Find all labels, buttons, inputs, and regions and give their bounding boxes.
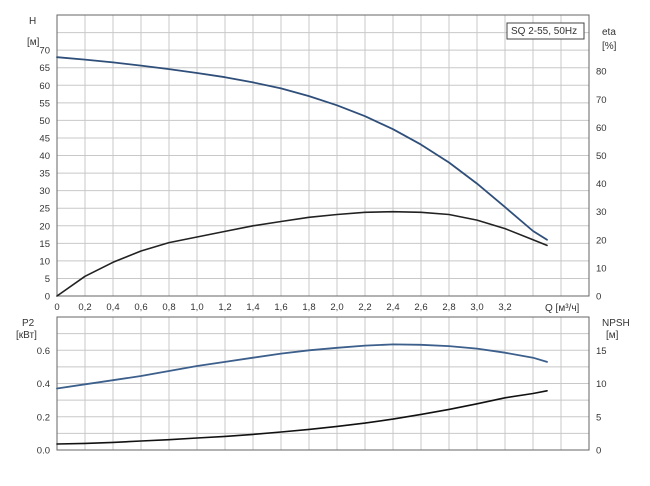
top-right-tick-label: 40 [596,179,607,190]
bottom-left-axis-title: P2 [22,318,35,329]
bottom-left-tick-label: 0.4 [37,379,50,390]
legend-box [506,22,585,40]
top-right-tick-label: 0 [596,292,601,303]
x-tick-label: 0,2 [78,302,91,313]
x-tick-label: 1,6 [274,302,287,313]
bottom-left-tick-label: 0.2 [37,412,50,423]
x-axis-title: Q [м³/ч] [545,303,580,314]
top-left-tick-label: 35 [39,169,50,180]
top-left-tick-label: 70 [39,46,50,57]
bottom-panel-frame [56,316,590,451]
top-left-tick-label: 65 [39,63,50,74]
bottom-panel-grid [57,317,589,450]
x-tick-label: 2,2 [358,302,371,313]
top-left-tick-label: 20 [39,221,50,232]
bottom-right-tick-label: 0 [596,446,601,457]
bottom-right-axis-unit: [м] [606,330,619,341]
top-left-tick-label: 15 [39,239,50,250]
x-tick-label: 3,0 [470,302,483,313]
top-left-axis-unit: [м] [27,37,40,48]
top-left-tick-label: 10 [39,256,50,267]
x-tick-label: 1,0 [190,302,203,313]
bottom-series-left-axis-line [56,343,548,390]
top-left-tick-label: 0 [45,292,50,303]
bottom-right-tick-labels: 0 5 10 15 [596,346,607,457]
bottom-right-tick-label: 5 [596,412,601,423]
bottom-right-tick-label: 15 [596,346,607,357]
top-x-tick-labels: 0 0,2 0,4 0,6 0,8 1,0 1,2 1,4 1,6 1,8 2,0 2,2 2,4 2,6… [54,302,511,313]
x-tick-label: 1,8 [302,302,315,313]
x-tick-label: 0,4 [106,302,119,313]
bottom-series-right-axis-line [56,389,548,445]
top-left-tick-labels: 0 5 10 15 20 25 30 35 40 45 50 55 60 65 70 [39,46,50,303]
top-left-tick-label: 25 [39,204,50,215]
x-tick-label: 3,2 [498,302,511,313]
bottom-left-tick-label: 0.6 [37,346,50,357]
bottom-panel-series [56,343,548,445]
top-right-tick-label: 80 [596,67,607,78]
bottom-right-tick-label: 10 [596,379,607,390]
top-right-axis-unit: [%] [602,41,617,52]
bottom-left-tick-labels: 0.0 0.2 0.4 0.6 [37,346,50,457]
legend-label: SQ 2-55, 50Hz [511,26,577,37]
top-right-tick-label: 50 [596,151,607,162]
top-left-tick-label: 40 [39,151,50,162]
top-left-axis-title: H [29,16,36,27]
bottom-left-axis-unit: [кВт] [16,330,37,341]
top-left-tick-label: 55 [39,98,50,109]
top-right-tick-label: 20 [596,235,607,246]
top-left-tick-label: 30 [39,186,50,197]
x-tick-label: 1,4 [246,302,259,313]
x-tick-label: 2,0 [330,302,343,313]
top-right-tick-label: 70 [596,95,607,106]
top-right-tick-label: 30 [596,207,607,218]
top-panel-frame [56,14,590,297]
top-right-axis-title: eta [602,27,616,38]
bottom-left-tick-label: 0.0 [37,446,50,457]
x-tick-label: 0,6 [134,302,147,313]
top-left-tick-label: 5 [45,274,50,285]
top-series-left-axis-line [56,56,548,241]
top-right-tick-label: 60 [596,123,607,134]
x-tick-label: 0 [54,302,59,313]
x-tick-label: 2,6 [414,302,427,313]
top-left-tick-label: 45 [39,133,50,144]
x-tick-label: 2,4 [386,302,399,313]
x-tick-label: 1,2 [218,302,231,313]
top-right-tick-label: 10 [596,263,607,274]
top-series-right-axis-line [56,210,548,297]
top-left-tick-label: 60 [39,81,50,92]
bottom-right-axis-title: NPSH [602,318,630,329]
x-tick-label: 2,8 [442,302,455,313]
top-panel-series [56,56,548,297]
x-tick-label: 0,8 [162,302,175,313]
top-left-tick-label: 50 [39,116,50,127]
top-panel-grid [57,15,589,296]
top-right-tick-labels: 0 10 20 30 40 50 60 70 80 [596,67,607,303]
